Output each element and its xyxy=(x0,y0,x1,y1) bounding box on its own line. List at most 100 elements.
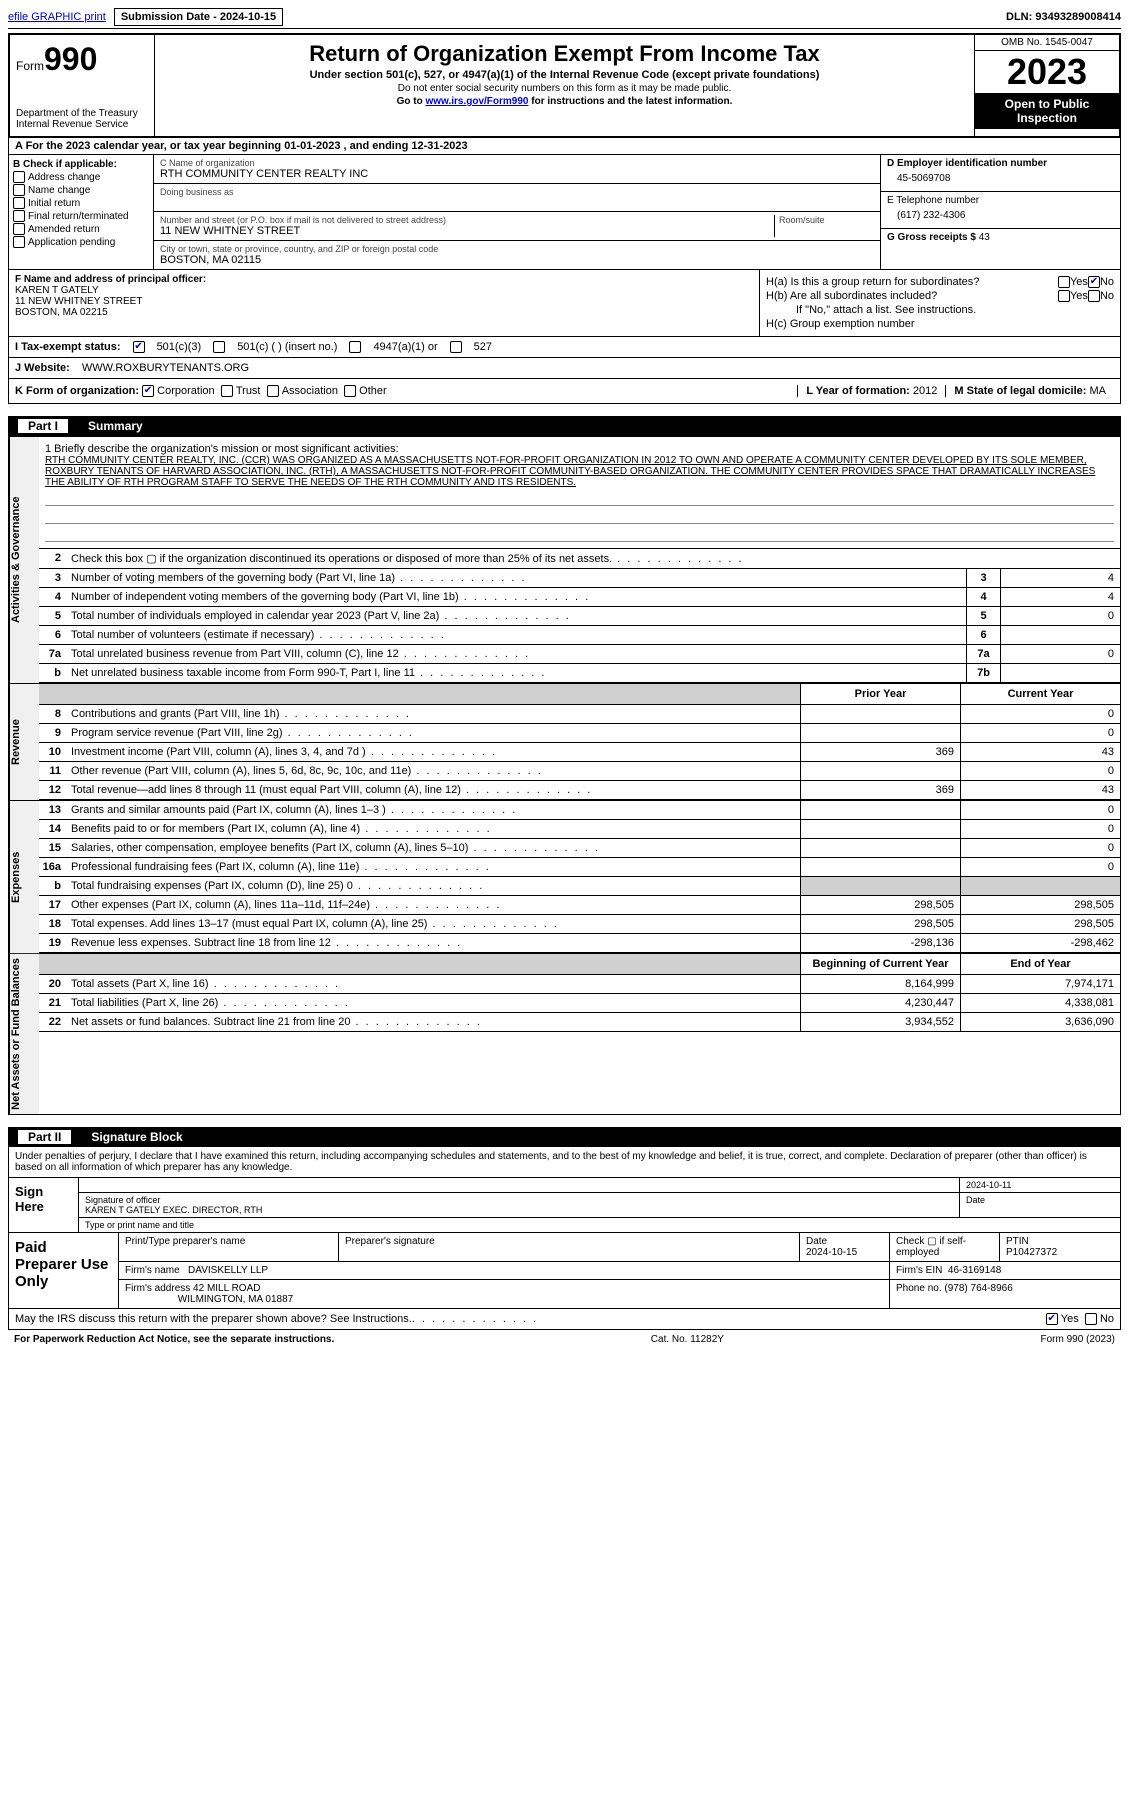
fin-line: 17Other expenses (Part IX, column (A), l… xyxy=(39,896,1120,915)
chk-initial-return[interactable] xyxy=(13,197,25,209)
vlabel-revenue: Revenue xyxy=(9,684,39,800)
fin-line: 11Other revenue (Part VIII, column (A), … xyxy=(39,762,1120,781)
part2-header: Part II Signature Block xyxy=(8,1127,1121,1147)
dept-label: Department of the Treasury xyxy=(16,108,148,119)
paid-preparer-block: Paid Preparer Use Only Print/Type prepar… xyxy=(8,1233,1121,1309)
fin-line: 12Total revenue—add lines 8 through 11 (… xyxy=(39,781,1120,800)
tax-year: 2023 xyxy=(975,51,1119,93)
chk-app-pending[interactable] xyxy=(13,236,25,248)
summary-body: Activities & Governance 1 Briefly descri… xyxy=(8,436,1121,684)
gov-line: 5Total number of individuals employed in… xyxy=(39,607,1120,626)
fin-line: 18Total expenses. Add lines 13–17 (must … xyxy=(39,915,1120,934)
domicile-state: MA xyxy=(1090,385,1107,397)
section-bcd: B Check if applicable: Address change Na… xyxy=(8,155,1121,270)
irs-link[interactable]: www.irs.gov/Form990 xyxy=(425,96,528,107)
goto-post: for instructions and the latest informat… xyxy=(528,96,732,107)
row-k-form-org: K Form of organization: Corporation Trus… xyxy=(8,379,1121,404)
officer-addr1: 11 NEW WHITNEY STREET xyxy=(15,296,142,307)
firm-addr1: 42 MILL ROAD xyxy=(193,1283,260,1294)
firm-name: DAVISKELLY LLP xyxy=(188,1265,268,1276)
gov-line: bNet unrelated business taxable income f… xyxy=(39,664,1120,683)
ha-no[interactable] xyxy=(1088,276,1100,288)
chk-527[interactable] xyxy=(450,341,462,353)
ein: 45-5069708 xyxy=(887,169,1114,188)
chk-501c3[interactable] xyxy=(133,341,145,353)
sign-here-block: Sign Here 2024-10-11 Signature of office… xyxy=(8,1178,1121,1233)
page-footer: For Paperwork Reduction Act Notice, see … xyxy=(8,1330,1121,1349)
gov-line: 7aTotal unrelated business revenue from … xyxy=(39,645,1120,664)
hdr-end-year: End of Year xyxy=(960,954,1120,974)
firm-ein: 46-3169148 xyxy=(948,1265,1001,1276)
mission-block: 1 Briefly describe the organization's mi… xyxy=(39,437,1120,549)
fin-line: 14Benefits paid to or for members (Part … xyxy=(39,820,1120,839)
irs-label: Internal Revenue Service xyxy=(16,119,148,130)
part1-header: Part I Summary xyxy=(8,416,1121,436)
phone: (617) 232-4306 xyxy=(887,206,1114,225)
chk-assoc[interactable] xyxy=(267,385,279,397)
form-footer-label: Form 990 (2023) xyxy=(1041,1334,1115,1345)
form-title: Return of Organization Exempt From Incom… xyxy=(161,41,968,67)
chk-other[interactable] xyxy=(344,385,356,397)
col-c-org-info: C Name of organizationRTH COMMUNITY CENT… xyxy=(154,155,880,269)
gross-receipts: 43 xyxy=(979,232,990,243)
vlabel-netassets: Net Assets or Fund Balances xyxy=(9,954,39,1114)
fin-line: 10Investment income (Part VIII, column (… xyxy=(39,743,1120,762)
fin-line: 15Salaries, other compensation, employee… xyxy=(39,839,1120,858)
org-name: RTH COMMUNITY CENTER REALTY INC xyxy=(160,168,874,180)
form-subtitle: Under section 501(c), 527, or 4947(a)(1)… xyxy=(161,69,968,81)
row-fh: F Name and address of principal officer:… xyxy=(8,270,1121,337)
chk-name-change[interactable] xyxy=(13,184,25,196)
discuss-no[interactable] xyxy=(1085,1313,1097,1325)
efile-link[interactable]: efile GRAPHIC print xyxy=(8,11,106,23)
firm-phone: (978) 764-8966 xyxy=(944,1283,1012,1294)
gov-line: 4Number of independent voting members of… xyxy=(39,588,1120,607)
fin-line: 19Revenue less expenses. Subtract line 1… xyxy=(39,934,1120,953)
row-i-tax-status: I Tax-exempt status: 501(c)(3) 501(c) ( … xyxy=(8,337,1121,358)
fin-line: 22Net assets or fund balances. Subtract … xyxy=(39,1013,1120,1032)
chk-amended[interactable] xyxy=(13,223,25,235)
topbar: efile GRAPHIC print Submission Date - 20… xyxy=(8,8,1121,29)
ssn-note: Do not enter social security numbers on … xyxy=(161,83,968,94)
form-number: 990 xyxy=(44,41,97,77)
sign-date: 2024-10-11 xyxy=(960,1178,1120,1192)
form-word: Form xyxy=(16,59,44,73)
fin-line: 8Contributions and grants (Part VIII, li… xyxy=(39,705,1120,724)
fin-line: 13Grants and similar amounts paid (Part … xyxy=(39,801,1120,820)
fin-line: 16aProfessional fundraising fees (Part I… xyxy=(39,858,1120,877)
gov-line: 2Check this box ▢ if the organization di… xyxy=(39,549,1120,569)
chk-corp[interactable] xyxy=(142,385,154,397)
mission-text: RTH COMMUNITY CENTER REALTY, INC. (CCR) … xyxy=(45,455,1114,488)
chk-4947[interactable] xyxy=(349,341,361,353)
chk-trust[interactable] xyxy=(221,385,233,397)
street-address: 11 NEW WHITNEY STREET xyxy=(160,225,774,237)
gov-line: 3Number of voting members of the governi… xyxy=(39,569,1120,588)
form-header: Form990 Department of the Treasury Inter… xyxy=(8,33,1121,138)
discuss-row: May the IRS discuss this return with the… xyxy=(8,1309,1121,1330)
submission-date: Submission Date - 2024-10-15 xyxy=(114,8,283,26)
vlabel-activities: Activities & Governance xyxy=(9,437,39,683)
chk-501c[interactable] xyxy=(213,341,225,353)
officer-addr2: BOSTON, MA 02215 xyxy=(15,307,108,318)
open-public-badge: Open to Public Inspection xyxy=(975,93,1119,129)
row-a-tax-year: A For the 2023 calendar year, or tax yea… xyxy=(8,138,1121,155)
hdr-prior-year: Prior Year xyxy=(800,684,960,704)
col-b-checkboxes: B Check if applicable: Address change Na… xyxy=(9,155,154,269)
hdr-current-year: Current Year xyxy=(960,684,1120,704)
ha-yes[interactable] xyxy=(1058,276,1070,288)
sig-intro: Under penalties of perjury, I declare th… xyxy=(8,1147,1121,1178)
chk-final-return[interactable] xyxy=(13,210,25,222)
hb-yes[interactable] xyxy=(1058,290,1070,302)
chk-address-change[interactable] xyxy=(13,171,25,183)
hb-no[interactable] xyxy=(1088,290,1100,302)
formation-year: 2012 xyxy=(913,385,937,397)
col-d-ein-phone: D Employer identification number45-50697… xyxy=(880,155,1120,269)
discuss-yes[interactable] xyxy=(1046,1313,1058,1325)
city-state-zip: BOSTON, MA 02115 xyxy=(160,254,874,266)
officer-name: KAREN T GATELY xyxy=(15,285,99,296)
fin-line: 21Total liabilities (Part X, line 26)4,2… xyxy=(39,994,1120,1013)
fin-line: 9Program service revenue (Part VIII, lin… xyxy=(39,724,1120,743)
officer-sig-name: KAREN T GATELY EXEC. DIRECTOR, RTH xyxy=(85,1205,262,1215)
row-j-website: J Website: WWW.ROXBURYTENANTS.ORG xyxy=(8,358,1121,379)
dln: DLN: 93493289008414 xyxy=(1006,11,1121,23)
fin-line: bTotal fundraising expenses (Part IX, co… xyxy=(39,877,1120,896)
